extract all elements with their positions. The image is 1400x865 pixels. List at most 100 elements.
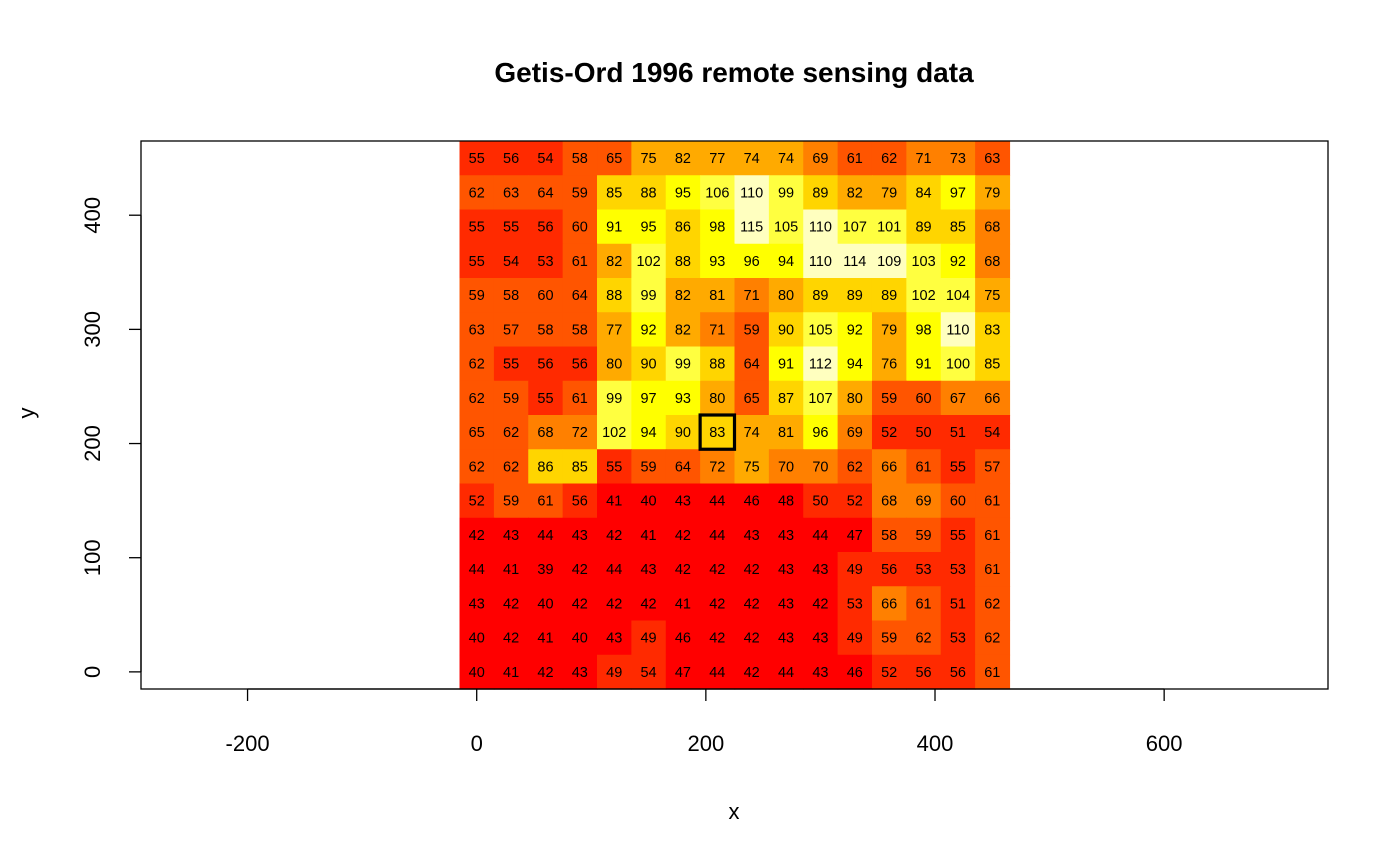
heatmap-cell [700, 312, 736, 348]
heatmap-cell [871, 620, 907, 656]
cell-value-label: 94 [847, 357, 863, 373]
heatmap-cell [597, 586, 632, 622]
heatmap-cell [734, 243, 770, 279]
heatmap-cell [768, 380, 804, 416]
cell-value-label: 42 [640, 596, 656, 612]
heatmap-cell [906, 654, 942, 690]
heatmap-cell [597, 380, 632, 416]
cell-value-label: 64 [744, 357, 760, 373]
heatmap-cell [871, 586, 907, 622]
cell-value-label: 62 [469, 357, 485, 373]
cell-value-label: 58 [537, 322, 553, 338]
heatmap-cell [837, 278, 873, 313]
cell-value-label: 42 [744, 596, 760, 612]
heatmap-cell [975, 654, 1011, 690]
heatmap-cell [631, 243, 667, 279]
cell-value-label: 56 [503, 151, 519, 167]
heatmap-cell [803, 654, 839, 690]
heatmap-cell [597, 483, 632, 519]
cell-value-label: 68 [984, 254, 1000, 270]
cell-value-label: 42 [537, 665, 553, 681]
cell-value-label: 60 [950, 494, 966, 510]
cell-value-label: 53 [950, 562, 966, 578]
heatmap-cell [597, 552, 632, 587]
heatmap-cell [975, 552, 1011, 587]
cell-value-label: 102 [602, 425, 626, 441]
heatmap-cell [837, 620, 873, 656]
cell-value-label: 44 [606, 562, 622, 578]
heatmap-cell [700, 380, 736, 416]
heatmap-cell [493, 483, 529, 519]
heatmap-cell [665, 449, 701, 485]
cell-value-label: 53 [537, 254, 553, 270]
cell-value-label: 42 [709, 596, 725, 612]
cell-value-label: 86 [675, 220, 691, 236]
cell-value-label: 47 [675, 665, 691, 681]
cell-value-label: 43 [572, 665, 588, 681]
heatmap-cell [459, 449, 495, 485]
cell-value-label: 110 [809, 220, 832, 236]
cell-value-label: 39 [537, 562, 553, 578]
heatmap-cell [528, 654, 564, 690]
cell-value-label: 62 [984, 596, 1000, 612]
cell-value-label: 90 [778, 322, 794, 338]
heatmap-cell [803, 346, 839, 382]
cell-value-label: 61 [537, 494, 553, 510]
cell-value-label: 50 [812, 494, 828, 510]
cell-value-label: 41 [503, 562, 519, 578]
heatmap-cell [734, 552, 770, 587]
cell-value-label: 42 [572, 596, 588, 612]
heatmap-cell [940, 209, 976, 245]
cell-value-label: 97 [640, 391, 656, 407]
cell-value-label: 99 [606, 391, 622, 407]
heatmap-cell [631, 312, 667, 348]
heatmap-cell [940, 243, 976, 279]
cell-value-label: 43 [812, 562, 828, 578]
y-tick-label: 400 [80, 197, 105, 234]
heatmap-cell [700, 141, 736, 176]
cell-value-label: 92 [640, 322, 656, 338]
cell-value-label: 53 [847, 596, 863, 612]
heatmap-cell [803, 586, 839, 622]
heatmap-cell [803, 415, 839, 450]
heatmap-cell [700, 243, 736, 279]
heatmap-cell [940, 278, 976, 313]
cell-value-label: 69 [847, 425, 863, 441]
cell-value-label: 53 [915, 562, 931, 578]
y-axis: 0 100 200 300 400 [80, 197, 142, 678]
heatmap-cell [459, 483, 495, 519]
cell-value-label: 42 [572, 562, 588, 578]
cell-value-label: 66 [881, 596, 897, 612]
heatmap-cell [665, 346, 701, 382]
cell-value-label: 76 [881, 357, 897, 373]
cell-value-label: 107 [843, 220, 867, 236]
heatmap-cell [665, 620, 701, 656]
heatmap-cell [734, 209, 770, 245]
cell-value-label: 49 [847, 631, 863, 647]
cell-value-label: 41 [606, 494, 622, 510]
cell-value-label: 44 [469, 562, 485, 578]
cell-value-label: 56 [537, 220, 553, 236]
cell-value-label: 60 [537, 288, 553, 304]
cell-value-label: 109 [877, 254, 901, 270]
heatmap-cell [871, 278, 907, 313]
cell-value-label: 61 [915, 596, 931, 612]
cell-value-label: 79 [984, 185, 1000, 201]
heatmap-cell [493, 415, 529, 450]
heatmap-cell [871, 517, 907, 553]
heatmap-cell [837, 141, 873, 176]
cell-value-label: 80 [778, 288, 794, 304]
heatmap-cell [871, 552, 907, 587]
cell-value-label: 58 [572, 322, 588, 338]
heatmap-cell [734, 654, 770, 690]
heatmap-cell [700, 483, 736, 519]
cell-value-label: 60 [572, 220, 588, 236]
cell-value-label: 88 [640, 185, 656, 201]
cell-value-label: 40 [537, 596, 553, 612]
cell-value-label: 91 [778, 357, 794, 373]
heatmap-cell [562, 415, 598, 450]
cell-value-label: 59 [503, 494, 519, 510]
heatmap-cell [459, 620, 495, 656]
cell-value-label: 89 [812, 288, 828, 304]
cell-value-label: 91 [606, 220, 622, 236]
